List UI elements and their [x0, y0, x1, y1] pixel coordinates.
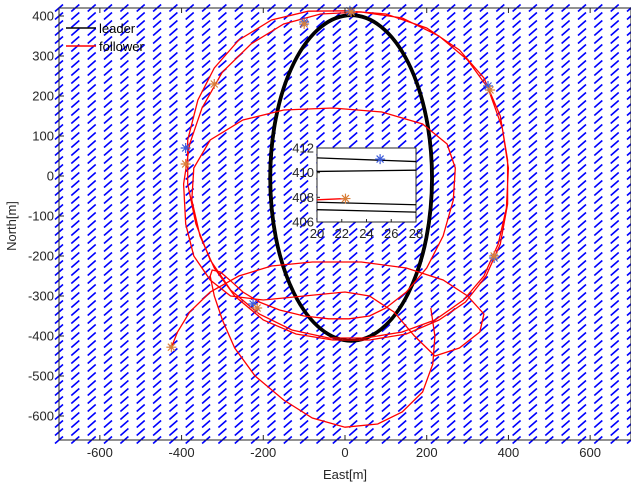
inset-y-tick-label: 406	[292, 215, 314, 230]
inset-y-tick-label: 412	[292, 141, 314, 156]
inset-x-tick-label: 28	[409, 226, 423, 241]
y-axis-label: North[m]	[4, 201, 19, 251]
inset-y-tick-label: 410	[292, 165, 314, 180]
inset-y-tick-label: 408	[292, 190, 314, 205]
inset-leader-line	[316, 209, 417, 213]
inset-x-tick-label: 22	[335, 226, 349, 241]
y-tick-label: -400	[28, 329, 54, 344]
follower-marker	[299, 19, 310, 29]
leader-marker	[248, 299, 259, 309]
follower-marker	[346, 7, 357, 17]
inset-x-tick-label: 24	[359, 226, 373, 241]
wind-vector-field	[54, 3, 631, 445]
inset-follower-marker	[340, 193, 351, 204]
x-tick-label: -600	[87, 445, 113, 460]
follower-marker	[489, 251, 500, 261]
series-follower-line	[170, 10, 510, 428]
y-tick-label: -500	[28, 369, 54, 384]
wind-arrows	[54, 3, 631, 445]
y-tick-label: 300	[32, 49, 54, 64]
follower-marker	[485, 85, 496, 95]
y-tick-label: 200	[32, 89, 54, 104]
follower-marker	[209, 79, 220, 89]
x-tick-label: -400	[169, 445, 195, 460]
inset-leader-line	[316, 157, 417, 163]
y-tick-label: -200	[28, 249, 54, 264]
inset-leader-line	[316, 169, 417, 173]
inset-leader-line	[316, 201, 417, 206]
x-axis-label: East[m]	[323, 467, 367, 482]
inset-x-tick-label: 26	[384, 226, 398, 241]
legend-label-follower: follower	[99, 39, 144, 54]
follower-marker	[166, 342, 177, 353]
y-tick-label: -300	[28, 289, 54, 304]
y-tick-label: 100	[32, 129, 54, 144]
y-tick-label: -100	[28, 209, 54, 224]
x-tick-label: 600	[579, 445, 601, 460]
legend-label-leader: leader	[99, 21, 136, 36]
inset-zoom-plot: 20 22 24 26 28 406 408 410 412	[292, 141, 423, 242]
axes-frame	[58, 7, 631, 441]
y-tick-label: 400	[32, 9, 54, 24]
leader-marker	[483, 81, 493, 91]
follower-marker	[252, 303, 263, 313]
x-tick-label: 400	[498, 445, 520, 460]
x-tick-label: 200	[416, 445, 438, 460]
inset-leader-marker	[375, 154, 386, 165]
y-tick-label: -600	[28, 409, 54, 424]
plot-area	[166, 5, 510, 428]
y-tick-label: 0	[47, 169, 54, 184]
follower-marker	[180, 159, 191, 169]
inset-x-tick-label: 20	[310, 226, 324, 241]
x-tick-label: -200	[250, 445, 276, 460]
axes: -600 -400 -200 0 200 400 600-600-500-400-300-2…	[28, 7, 631, 460]
legend: leader follower	[66, 21, 144, 54]
leader-marker	[180, 143, 191, 153]
x-tick-label: 0	[341, 445, 348, 460]
